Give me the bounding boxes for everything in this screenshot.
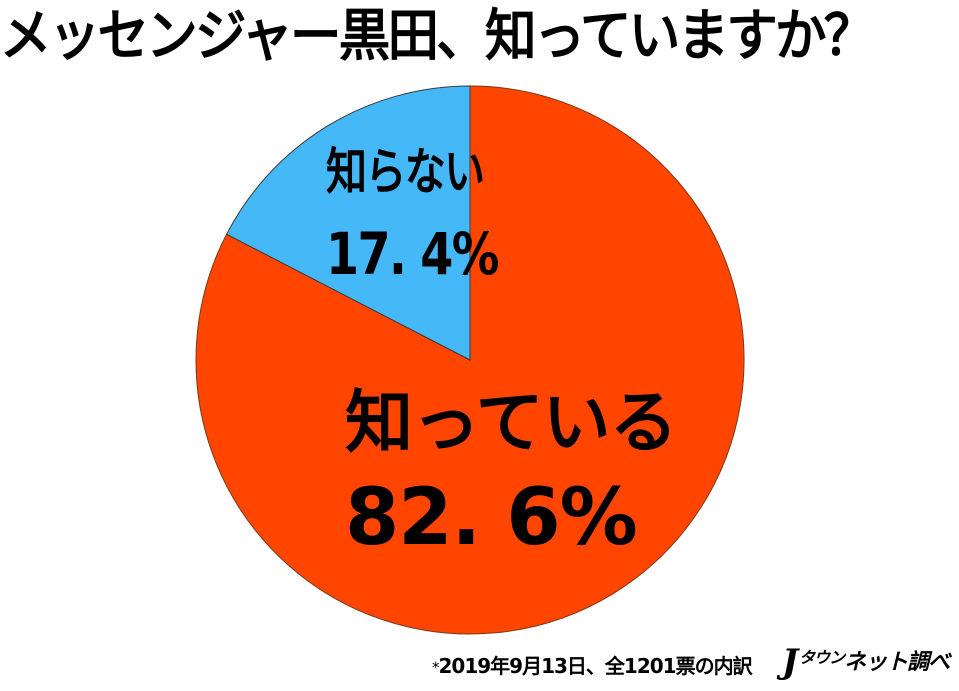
brand-text: ネット調べ [844, 650, 950, 675]
source-brand: J タウンネット調べ [782, 642, 950, 682]
label-unknown-percent: 17. 4% [326, 220, 499, 288]
label-known-percent: 82. 6% [345, 473, 638, 563]
survey-note-text: 2019年9月13日、全1201票の内訳 [438, 654, 753, 678]
label-known: 知っている 82. 6% [345, 384, 678, 563]
chart-title: メッセンジャー黒田、知っていますか？ [0, 4, 875, 69]
survey-note: *2019年9月13日、全1201票の内訳 [432, 650, 753, 679]
brand-j-logo-icon: J [782, 642, 798, 682]
label-known-name: 知っている [345, 384, 678, 463]
brand-small-text: タウン [799, 648, 845, 667]
label-unknown: 知らない 17. 4% [326, 140, 499, 288]
label-unknown-name: 知らない [326, 143, 485, 201]
slice-unknown [225, 85, 471, 361]
asterisk: * [432, 658, 439, 677]
